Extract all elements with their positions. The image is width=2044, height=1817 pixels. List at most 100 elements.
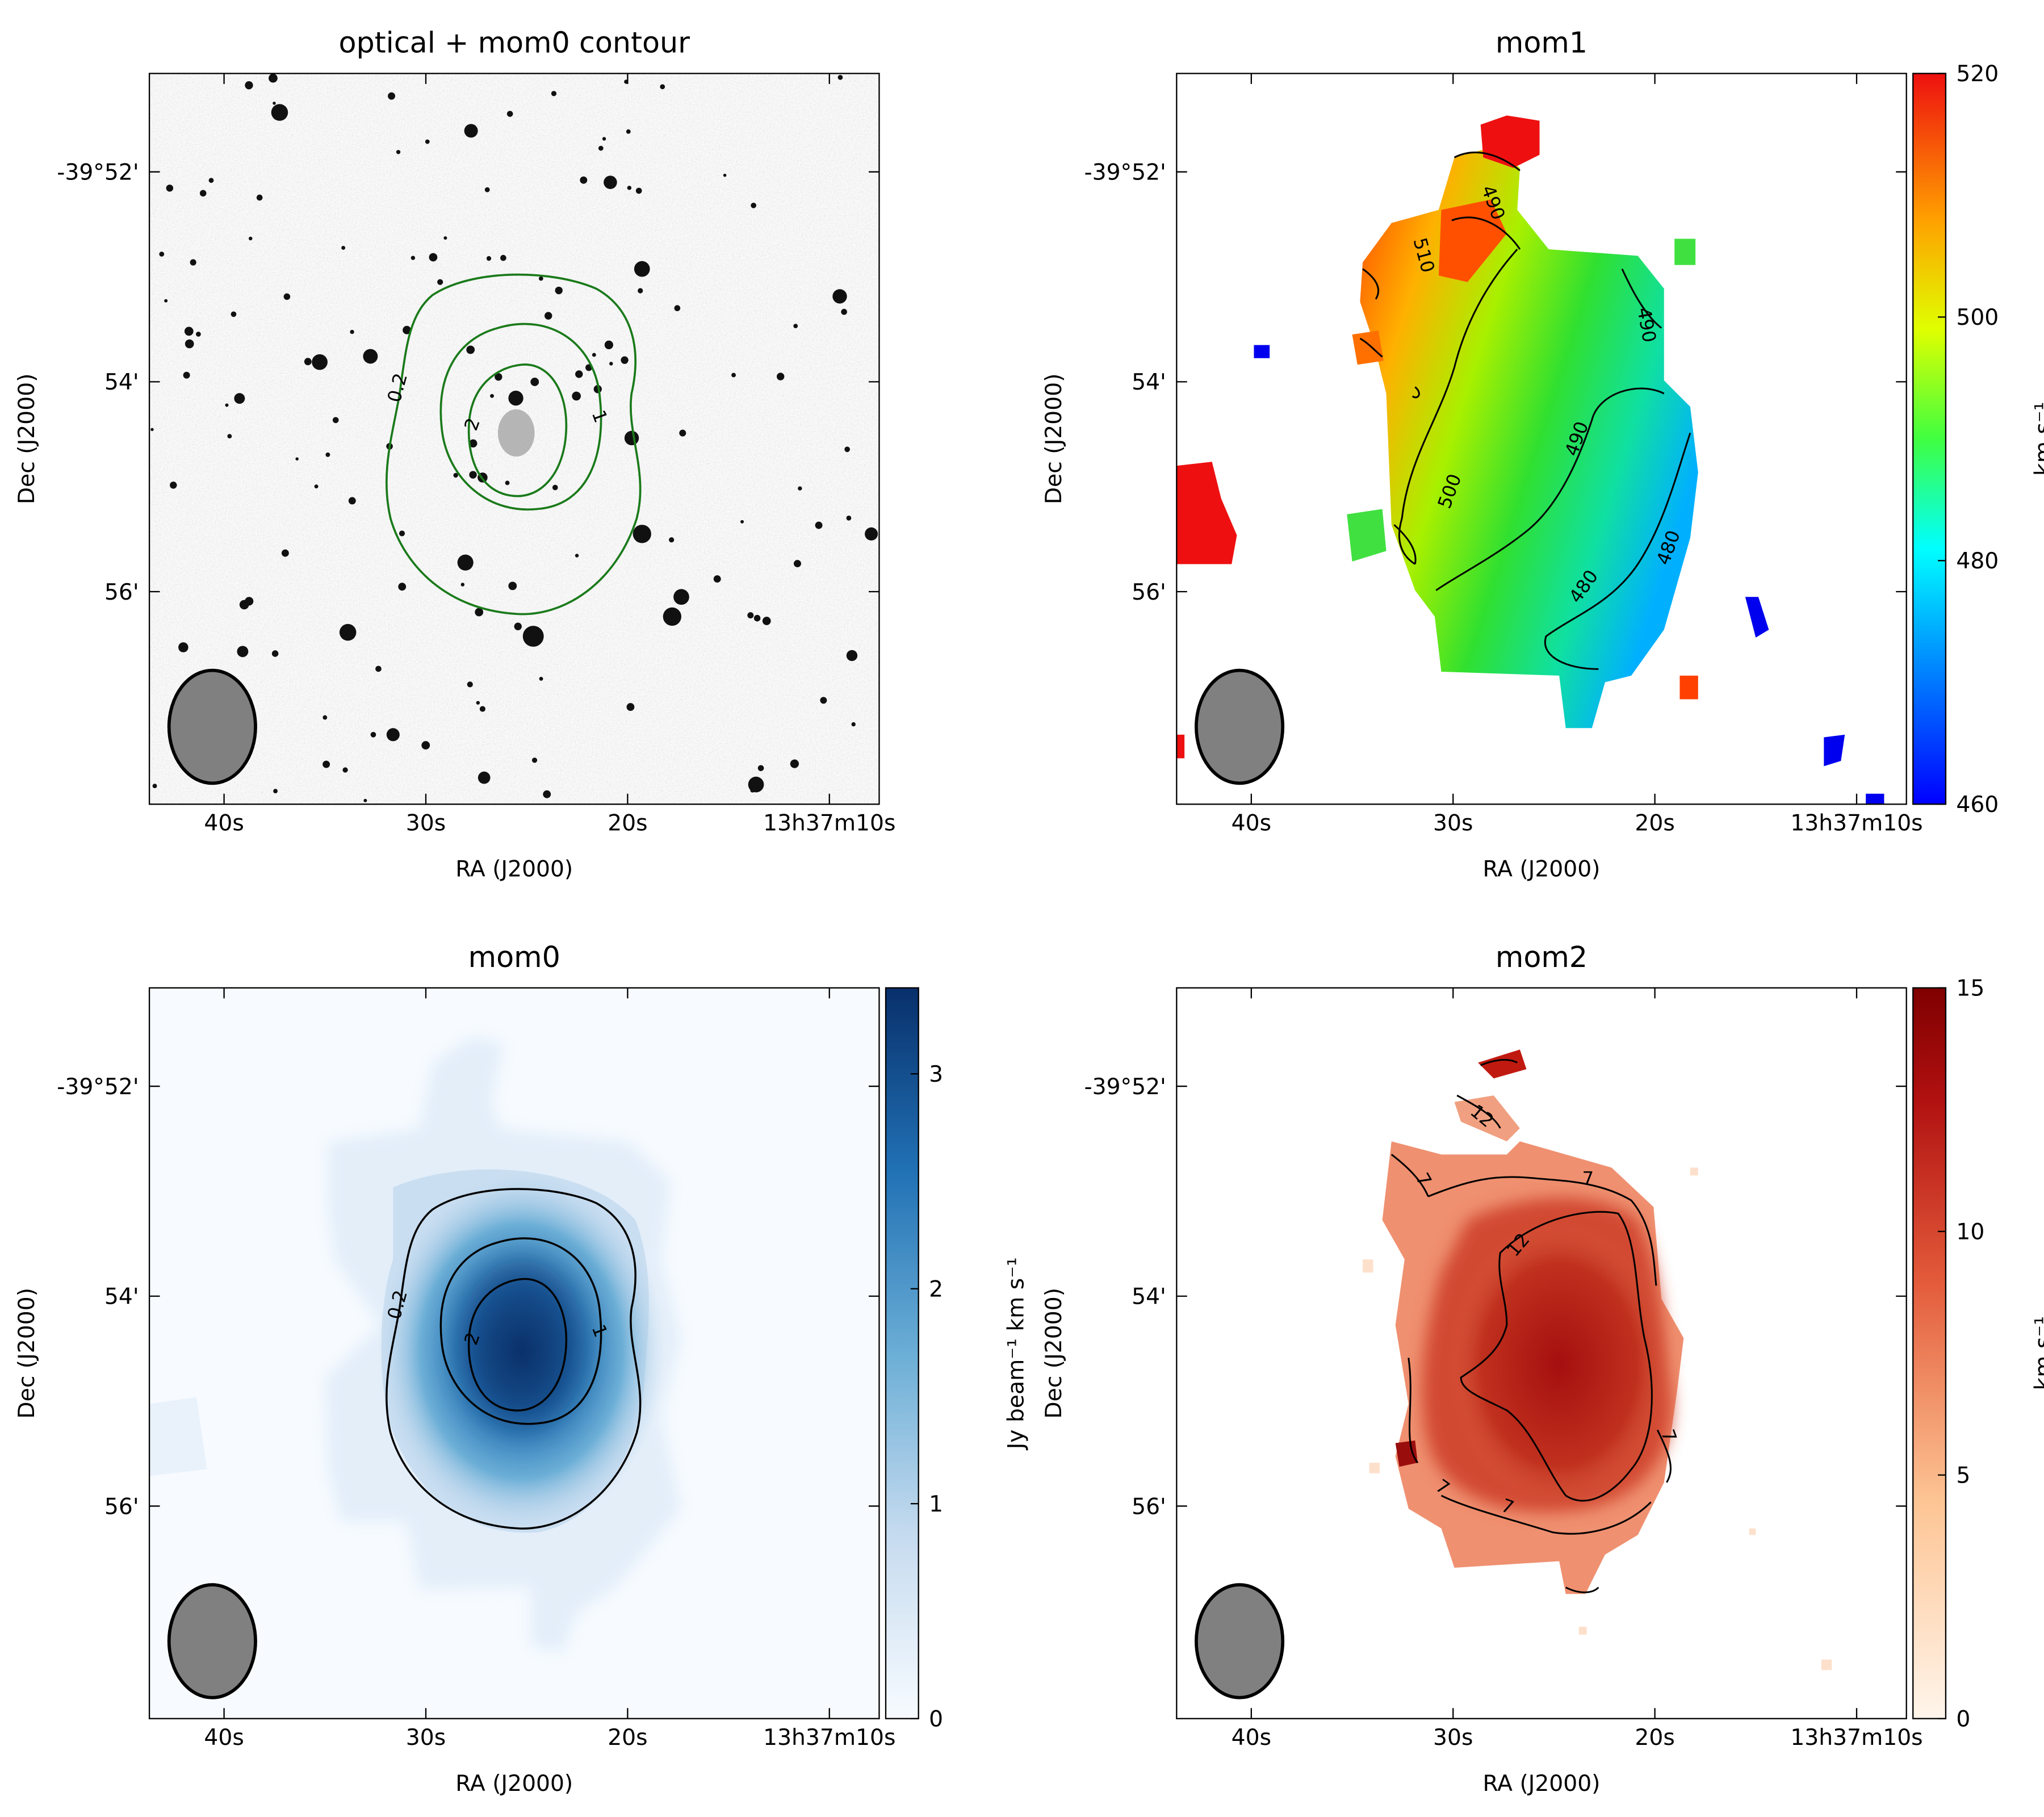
star xyxy=(495,373,502,381)
star xyxy=(844,446,850,453)
x-tick-label: 20s xyxy=(608,1725,647,1751)
star xyxy=(798,486,802,491)
x-tick-label: 30s xyxy=(1433,811,1473,836)
star xyxy=(793,324,798,329)
star xyxy=(660,84,665,90)
colorbar-tick-label: 1 xyxy=(929,1492,943,1517)
star xyxy=(388,92,395,100)
star xyxy=(312,354,328,370)
star xyxy=(751,202,756,208)
colorbar-label: km s⁻¹ xyxy=(2031,1316,2044,1390)
colorbar-mom2 xyxy=(1912,987,1947,1719)
star xyxy=(820,697,827,704)
x-tick-label: 40s xyxy=(204,811,244,836)
star xyxy=(508,391,523,406)
beam-ellipse xyxy=(167,1583,257,1699)
panel-title: mom0 xyxy=(468,940,560,974)
x-tick-label: 30s xyxy=(406,811,446,836)
star xyxy=(635,187,642,194)
star xyxy=(322,760,330,768)
star xyxy=(753,614,761,622)
star xyxy=(159,252,165,257)
mom0-image: 0.212 xyxy=(149,987,879,1719)
star xyxy=(633,525,651,543)
panel-title: mom2 xyxy=(1496,940,1588,974)
star xyxy=(237,646,249,658)
star xyxy=(555,286,563,295)
star xyxy=(522,626,544,647)
star xyxy=(199,190,207,197)
star xyxy=(841,308,847,315)
mom0-contours-green xyxy=(385,273,642,616)
y-axis-label: Dec (J2000) xyxy=(1041,374,1067,505)
panel-optical: 0.212 xyxy=(148,73,880,805)
star xyxy=(790,759,799,768)
star xyxy=(227,434,232,439)
star xyxy=(398,583,407,591)
star xyxy=(531,757,538,763)
star xyxy=(592,353,596,357)
star xyxy=(626,129,631,134)
star xyxy=(514,622,522,630)
star xyxy=(184,326,194,336)
star xyxy=(486,256,492,261)
beam-ellipse xyxy=(1195,1583,1285,1699)
star xyxy=(295,457,299,460)
star xyxy=(476,701,480,705)
star xyxy=(475,608,484,617)
colorbar-tick-label: 10 xyxy=(1956,1220,1984,1245)
y-tick-label: 56' xyxy=(1132,1494,1166,1519)
star xyxy=(183,371,190,379)
star xyxy=(679,429,686,437)
star xyxy=(453,472,458,478)
star xyxy=(273,102,276,105)
beam-ellipse xyxy=(167,668,257,785)
colorbar-tick-label: 3 xyxy=(929,1062,943,1087)
star xyxy=(673,589,689,605)
star xyxy=(505,480,510,485)
star xyxy=(411,256,416,260)
colorbar-tick-label: 0 xyxy=(929,1707,943,1732)
colorbar-tick-label: 2 xyxy=(929,1277,943,1303)
star xyxy=(609,362,613,366)
x-tick-label: 40s xyxy=(204,1725,244,1751)
colorbar-tick-label: 460 xyxy=(1956,792,1999,818)
star xyxy=(190,259,196,266)
star xyxy=(544,312,552,320)
mom1-contours xyxy=(1359,152,1691,670)
star xyxy=(748,776,764,793)
star xyxy=(762,617,771,625)
star xyxy=(551,91,557,97)
y-tick-label: 56' xyxy=(104,580,139,605)
star xyxy=(466,345,475,354)
x-axis-label: RA (J2000) xyxy=(455,856,573,882)
x-tick-label: 13h37m10s xyxy=(763,1725,895,1751)
star xyxy=(478,771,491,784)
star xyxy=(273,789,278,794)
y-tick-label: 54' xyxy=(104,1284,139,1310)
star xyxy=(332,417,339,424)
star xyxy=(170,482,177,489)
star xyxy=(421,741,430,750)
star xyxy=(490,393,494,398)
y-axis-label: Dec (J2000) xyxy=(1041,1288,1067,1419)
x-tick-label: 30s xyxy=(1433,1725,1473,1751)
star xyxy=(604,175,617,189)
star xyxy=(363,798,367,802)
x-tick-label: 13h37m10s xyxy=(763,811,895,836)
star xyxy=(342,767,348,773)
star xyxy=(669,537,675,543)
x-tick-label: 13h37m10s xyxy=(1790,811,1922,836)
star xyxy=(348,497,356,505)
colorbar-tick-label: 520 xyxy=(1956,61,1999,87)
star xyxy=(500,254,506,261)
star xyxy=(575,554,579,558)
star xyxy=(837,74,843,80)
star xyxy=(832,289,847,304)
star xyxy=(325,452,330,457)
colorbar-tick-label: 480 xyxy=(1956,549,1999,574)
